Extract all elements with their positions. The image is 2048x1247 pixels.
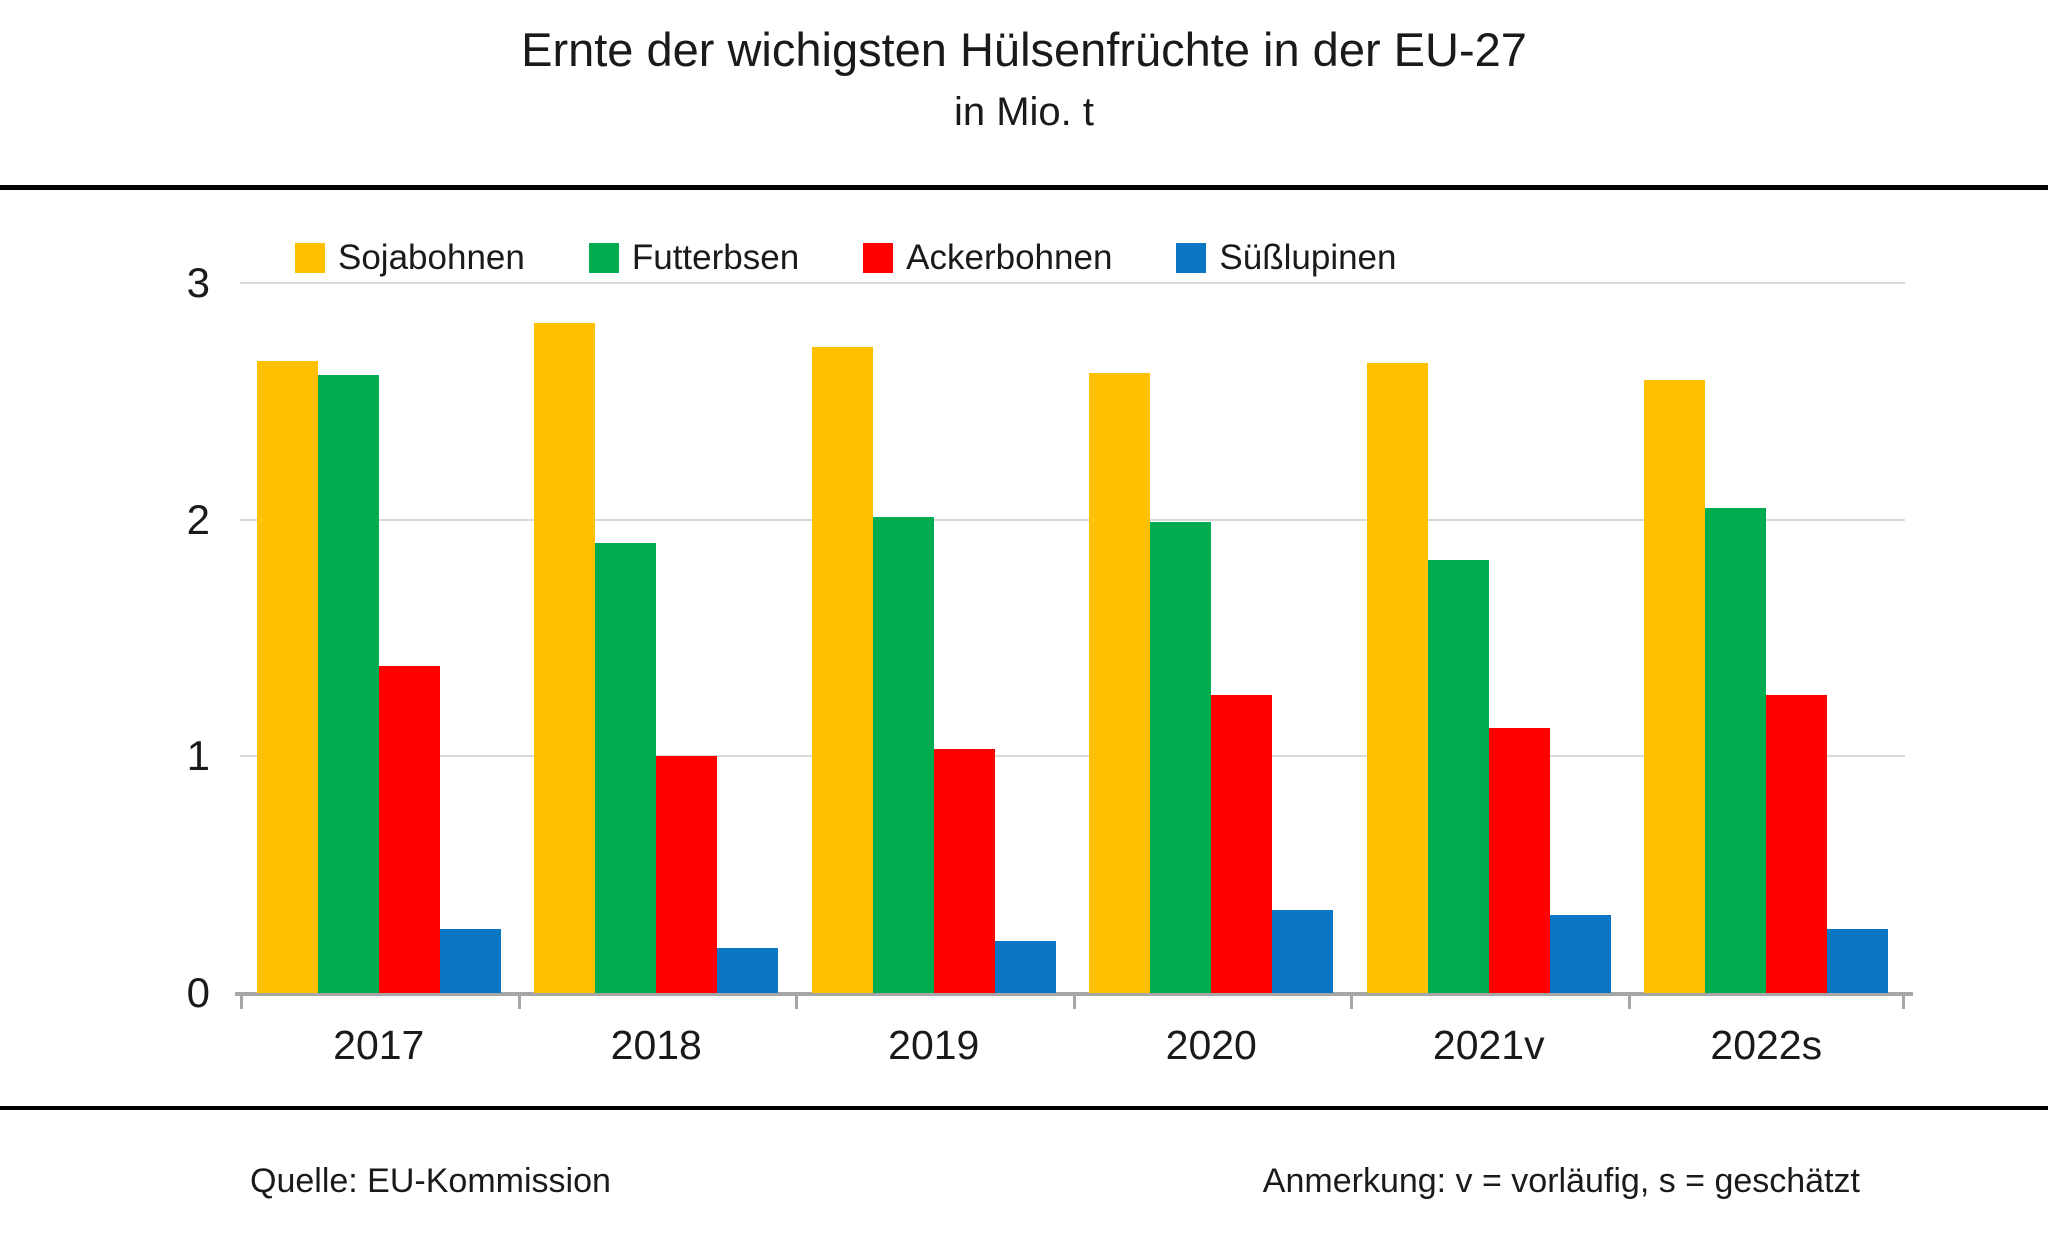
x-axis-labels: 2017 2018 2019 2020 2021v 2022s [240, 1022, 1905, 1082]
bar-futterbsen-2021v [1427, 559, 1489, 993]
bar-s-lupinen-2020 [1272, 910, 1334, 993]
bar-sojabohnen-2020 [1089, 372, 1151, 993]
bar-futterbsen-2019 [872, 517, 934, 993]
x-axis-label-2018: 2018 [610, 1022, 702, 1068]
y-axis-tick-label-1: 1 [186, 732, 210, 780]
legend-item-s-lupinen: Süßlupinen [1176, 238, 1397, 278]
bar-sojabohnen-2021v [1366, 363, 1428, 993]
y-axis-tick-label-0: 0 [186, 969, 210, 1016]
x-axis-tick [240, 994, 243, 1009]
y-axis-tick-label-2: 2 [186, 495, 210, 543]
legend-label: Süßlupinen [1219, 238, 1397, 277]
bar-s-lupinen-2018 [717, 948, 779, 993]
legend-swatch-sojabohnen [295, 243, 325, 273]
bar-s-lupinen-2017 [439, 929, 501, 993]
legend-item-ackerbohnen: Ackerbohnen [863, 238, 1112, 278]
bar-sojabohnen-2018 [534, 323, 596, 993]
x-axis-label-2022s: 2022s [1710, 1022, 1823, 1068]
y-axis-tick-label-3: 3 [186, 259, 210, 306]
x-axis-tick [1350, 994, 1353, 1009]
bar-futterbsen-2018 [595, 543, 657, 993]
x-axis-tick [795, 994, 798, 1009]
bar-futterbsen-2022s [1705, 507, 1767, 993]
bottom-divider [0, 1106, 2048, 1110]
bar-sojabohnen-2019 [811, 346, 873, 993]
x-axis-tick [1072, 994, 1076, 1009]
chart-legend: Sojabohnen Futterbsen Ackerbohnen Süßlupine… [295, 238, 1397, 278]
source-note: Quelle: EU-Kommission [250, 1162, 611, 1200]
bar-ackerbohnen-2018 [656, 756, 718, 993]
bar-ackerbohnen-2020 [1211, 694, 1273, 993]
bar-s-lupinen-2022s [1827, 929, 1889, 993]
x-axis-label-2020: 2020 [1165, 1022, 1257, 1068]
top-divider [0, 185, 2048, 190]
gridline-2 [240, 518, 1905, 521]
x-axis-tick [1627, 994, 1631, 1009]
gridline-3 [240, 282, 1905, 284]
legend-swatch-ackerbohnen [863, 243, 894, 273]
x-axis-label-2021v: 2021v [1432, 1022, 1545, 1068]
legend-label: Sojabohnen [338, 238, 525, 277]
bar-ackerbohnen-2019 [933, 749, 995, 993]
bar-ackerbohnen-2022s [1766, 694, 1828, 993]
gridline-1 [240, 755, 1905, 758]
legend-item-futterbsen: Futterbsen [588, 238, 800, 278]
legend-item-sojabohnen: Sojabohnen [295, 238, 525, 278]
bar-sojabohnen-2022s [1644, 380, 1706, 993]
bar-sojabohnen-2017 [256, 361, 318, 993]
bar-futterbsen-2017 [317, 375, 379, 993]
x-axis-label-2017: 2017 [333, 1022, 425, 1068]
legend-label: Futterbsen [631, 238, 800, 277]
y-axis: 0 1 2 3 [90, 262, 210, 1014]
bar-s-lupinen-2021v [1549, 914, 1611, 993]
x-axis-label-2019: 2019 [888, 1022, 980, 1068]
chart-title: Ernte der wichigsten Hülsenfrüchte in de… [521, 23, 1527, 76]
chart-subtitle: in Mio. t [953, 90, 1095, 134]
legend-swatch-s-lupinen [1176, 243, 1207, 273]
bar-ackerbohnen-2017 [378, 666, 440, 993]
annotation-note: Anmerkung: v = vorläufig, s = geschätzt [1262, 1162, 1860, 1200]
x-axis-tick [1902, 994, 1905, 1009]
bar-futterbsen-2020 [1150, 522, 1212, 993]
legend-swatch-futterbsen [588, 243, 619, 273]
bar-ackerbohnen-2021v [1488, 727, 1550, 993]
legend-label: Ackerbohnen [906, 238, 1113, 277]
x-axis-tick [517, 994, 521, 1009]
bar-s-lupinen-2019 [994, 940, 1056, 993]
plot-area [235, 282, 1913, 1009]
